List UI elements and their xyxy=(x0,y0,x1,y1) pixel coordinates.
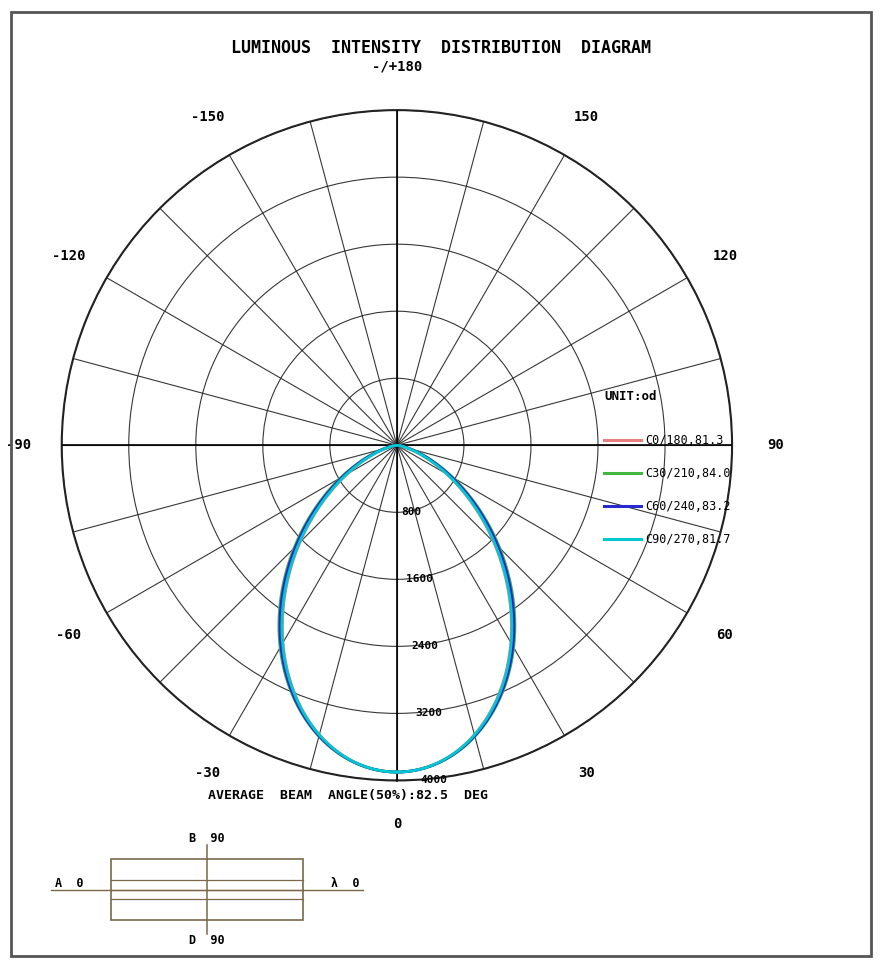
Text: -90: -90 xyxy=(5,439,31,452)
Text: UNIT:od: UNIT:od xyxy=(604,390,657,403)
Text: 1600: 1600 xyxy=(407,574,433,584)
Text: D  90: D 90 xyxy=(190,934,225,947)
Text: -/+180: -/+180 xyxy=(372,60,422,74)
Text: -60: -60 xyxy=(56,627,81,642)
Text: C60/240,83.2: C60/240,83.2 xyxy=(646,499,731,513)
Text: 4000: 4000 xyxy=(421,774,447,785)
Text: LUMINOUS  INTENSITY  DISTRIBUTION  DIAGRAM: LUMINOUS INTENSITY DISTRIBUTION DIAGRAM xyxy=(231,39,651,57)
Text: B  90: B 90 xyxy=(190,832,225,845)
Text: λ  0: λ 0 xyxy=(332,877,360,890)
Text: -150: -150 xyxy=(191,110,224,124)
Text: -120: -120 xyxy=(52,249,86,263)
Text: 2400: 2400 xyxy=(411,641,438,650)
Text: 90: 90 xyxy=(767,439,784,452)
Bar xyxy=(111,860,303,920)
Text: 0: 0 xyxy=(392,817,401,831)
Text: 150: 150 xyxy=(573,110,599,124)
Text: C90/270,81.7: C90/270,81.7 xyxy=(646,532,731,546)
Text: 800: 800 xyxy=(401,507,422,517)
Text: 3200: 3200 xyxy=(415,708,443,717)
Text: 30: 30 xyxy=(578,767,594,780)
Text: -30: -30 xyxy=(195,767,220,780)
Text: A  0: A 0 xyxy=(55,877,83,890)
Text: C0/180,81.3: C0/180,81.3 xyxy=(646,434,724,447)
Text: C30/210,84.0: C30/210,84.0 xyxy=(646,467,731,480)
Text: AVERAGE  BEAM  ANGLE(50%):82.5  DEG: AVERAGE BEAM ANGLE(50%):82.5 DEG xyxy=(208,789,489,802)
Text: 120: 120 xyxy=(713,249,737,263)
Text: 60: 60 xyxy=(716,627,733,642)
